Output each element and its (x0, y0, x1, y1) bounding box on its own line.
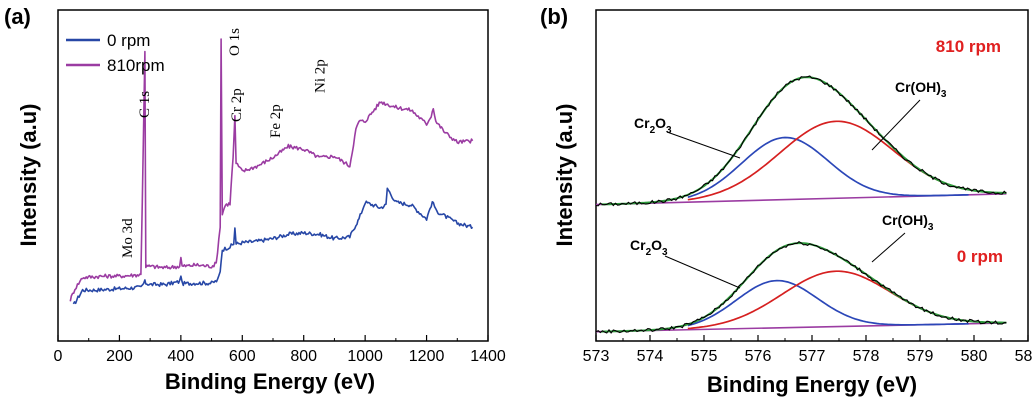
peak-annotation: O 1s (227, 28, 243, 56)
a-x-tick-label: 1000 (347, 348, 383, 365)
b-x-tick-label: 575 (691, 348, 718, 365)
series-line-810rpm (69, 38, 474, 302)
b-x-tick-label: 579 (907, 348, 934, 365)
panel-b-x-ticks: 573 574 575 576 577 578 579 580 581 (583, 335, 1033, 365)
b-x-tick-label: 576 (745, 348, 772, 365)
condition-label-810rpm: 810 rpm (936, 37, 1001, 56)
panel-b-frame (595, 9, 1029, 342)
a-x-tick-label: 600 (229, 348, 256, 365)
raw-spectrum-0rpm (595, 241, 1007, 334)
peak-annotation: C 1s (137, 91, 153, 118)
a-x-tick-label: 200 (106, 348, 133, 365)
leader-cr2o3-bottom (664, 255, 741, 289)
peak-annotation: Fe 2p (268, 104, 284, 138)
panel-a-annotations: Mo 3d C 1s O 1s Cr 2p Fe 2p Ni 2p (120, 28, 329, 258)
panel-a-x-ticks: 0 200 400 600 800 1000 1200 1400 (54, 335, 506, 365)
a-x-tick-label: 1200 (409, 348, 445, 365)
peak-annotation: Cr 2p (229, 88, 245, 122)
a-x-tick-label: 1400 (470, 348, 506, 365)
b-x-tick-label: 580 (961, 348, 988, 365)
panel-b-y-title: Intensity (a.u) (552, 103, 577, 246)
b-x-tick-label: 577 (799, 348, 826, 365)
component-CrOH3-0rpm (687, 270, 969, 330)
panel-b-leader-lines (664, 99, 921, 289)
legend-label-810rpm: 810rpm (107, 56, 165, 75)
b-x-tick-label: 578 (853, 348, 880, 365)
label-cr2o3-top: Cr2O3 (634, 115, 672, 136)
component-Cr2O3-810rpm (687, 136, 969, 199)
b-x-tick-label: 581 (1015, 348, 1033, 365)
leader-cr2o3-top (666, 131, 741, 159)
label-croh3-bottom: Cr(OH)3 (882, 212, 934, 233)
peak-annotation: Mo 3d (120, 218, 136, 258)
label-cr2o3-bottom: Cr2O3 (630, 237, 668, 258)
panel-a-x-title: Binding Energy (eV) (165, 369, 375, 394)
raw-spectrum-810rpm (595, 75, 1007, 207)
panel-a-y-title: Intensity (a.u) (16, 103, 41, 246)
label-croh3-top: Cr(OH)3 (895, 79, 947, 100)
panel-a-legend: 0 rpm 810rpm (66, 31, 165, 75)
panel-b-label: (b) (540, 4, 568, 29)
series-line-0rpm (72, 187, 474, 305)
leader-croh3-bottom (871, 232, 906, 263)
a-x-tick-label: 800 (290, 348, 317, 365)
b-x-tick-label: 573 (583, 348, 610, 365)
panel-a-label: (a) (4, 4, 31, 29)
a-x-tick-label: 0 (54, 348, 63, 365)
legend-label-0rpm: 0 rpm (107, 31, 150, 50)
leader-croh3-top (871, 99, 921, 151)
peak-annotation: Ni 2p (313, 59, 329, 93)
component-Cr2O3-0rpm (687, 279, 969, 327)
a-x-tick-label: 400 (168, 348, 195, 365)
panel-a: (a) 0 200 400 600 800 1000 1200 1400 Binding En… (4, 4, 506, 394)
panel-a-series (69, 38, 474, 305)
panel-b-x-title: Binding Energy (eV) (707, 372, 917, 397)
condition-label-0rpm: 0 rpm (957, 247, 1003, 266)
panel-b: (b) 573 574 575 576 577 578 579 580 581 Binding … (540, 4, 1033, 397)
panel-b-curves (595, 75, 1007, 334)
b-x-tick-label: 574 (637, 348, 664, 365)
